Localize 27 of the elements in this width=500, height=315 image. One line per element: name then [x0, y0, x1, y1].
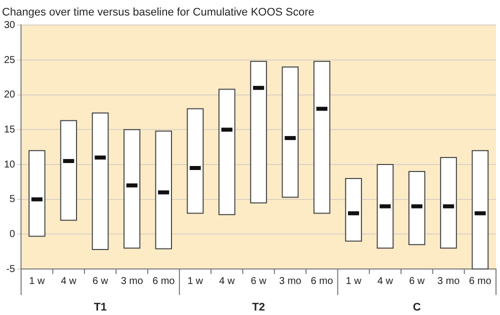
x-tick-label: 6 mo: [469, 276, 492, 287]
x-tick-label: 1 w: [187, 276, 204, 287]
text: C: [412, 302, 421, 314]
x-tick-label: 1 w: [346, 276, 362, 287]
x-tick-label: 3 mo: [437, 276, 460, 287]
x-tick-label: 6 w: [92, 276, 109, 287]
x-tick-label: 1 w: [29, 276, 46, 287]
y-tick-label: 15: [4, 124, 16, 136]
y-tick-label: 10: [4, 159, 16, 170]
text: T1: [94, 302, 107, 314]
y-tick-label: 5: [10, 194, 16, 206]
x-tick-label: 6 w: [250, 276, 268, 287]
x-tick-label: 4 w: [377, 276, 394, 287]
x-tick-label: 6 mo: [310, 276, 334, 287]
chart-title: Changes over time versus baseline for Cumulative KOOS Score: [2, 6, 314, 19]
y-tick-label: 20: [4, 90, 16, 101]
x-tick-label: 4 w: [60, 276, 78, 287]
x-tick-label: 3 mo: [279, 276, 302, 287]
y-tick-label: 30: [4, 20, 16, 31]
x-tick-label: 6 w: [409, 276, 426, 287]
text: T2: [252, 302, 265, 314]
y-tick-label: 25: [4, 54, 16, 66]
y-tick-label: -5: [6, 264, 16, 275]
x-tick-label: 6 mo: [152, 276, 176, 287]
x-tick-label: 4 w: [219, 276, 236, 287]
y-tick-label: 0: [10, 228, 16, 240]
x-tick-label: 3 mo: [120, 276, 144, 287]
